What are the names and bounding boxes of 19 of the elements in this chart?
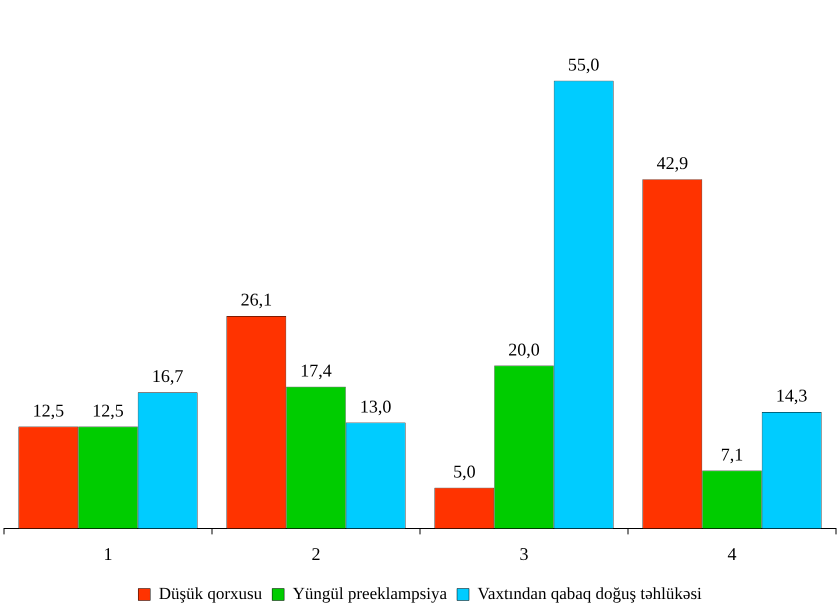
data-label: 13,0 xyxy=(360,396,392,416)
data-label: 42,9 xyxy=(656,152,688,173)
data-label: 12,5 xyxy=(92,400,124,420)
data-label: 26,1 xyxy=(240,290,272,310)
data-label: 20,0 xyxy=(508,339,540,360)
data-label: 7,1 xyxy=(720,444,744,464)
data-label: 16,7 xyxy=(152,366,184,386)
data-label: 5,0 xyxy=(453,461,476,482)
legend-label: Vaxtından qabaq doğuş təhlükəsi xyxy=(478,584,702,603)
data-label: 55,0 xyxy=(568,54,600,74)
data-label: 17,4 xyxy=(300,360,332,380)
data-label: 14,3 xyxy=(776,386,808,406)
data-label: 12,5 xyxy=(32,400,64,420)
legend-label: Yüngül preeklampsiya xyxy=(292,584,448,603)
x-tick-label: 4 xyxy=(728,544,736,564)
x-tick-label: 3 xyxy=(520,544,528,564)
x-tick-label: 1 xyxy=(104,544,112,564)
x-tick-label: 2 xyxy=(312,544,320,564)
legend-label: Düşük qorxusu xyxy=(158,584,263,603)
